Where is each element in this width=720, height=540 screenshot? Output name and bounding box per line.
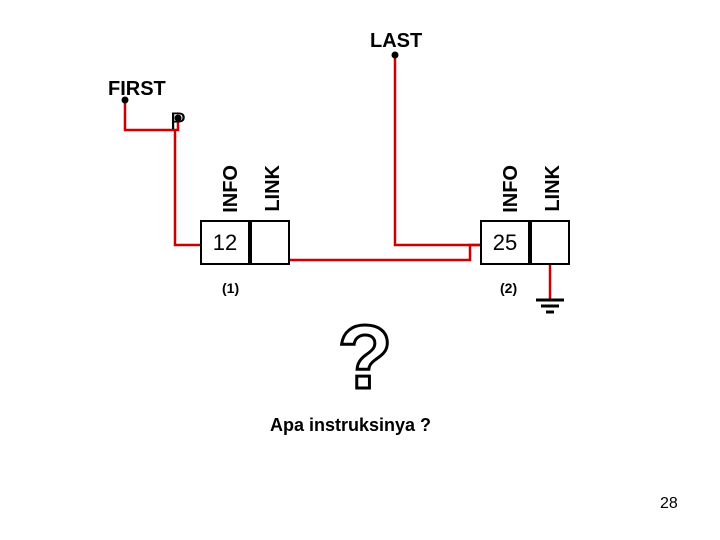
p-label: P [170,108,186,136]
node1-link-cell [250,220,290,265]
node1-info-cell: 12 [200,220,250,265]
node2-value: 25 [493,230,517,256]
index-1-label: (1) [222,280,239,296]
question-mark-icon: ? [330,310,400,415]
question-text: Apa instruksinya ? [270,415,431,436]
node2-info-cell: 25 [480,220,530,265]
node2-link-cell [530,220,570,265]
node2-link-header: LINK [542,165,565,212]
node2-info-header: INFO [500,165,523,213]
last-label: LAST [370,30,422,53]
node1-value: 12 [213,230,237,256]
node1-info-header: INFO [220,165,243,213]
node1-link-header: LINK [262,165,285,212]
first-label: FIRST [108,78,166,101]
index-2-label: (2) [500,280,517,296]
svg-text:?: ? [338,310,393,408]
page-number: 28 [660,495,678,513]
